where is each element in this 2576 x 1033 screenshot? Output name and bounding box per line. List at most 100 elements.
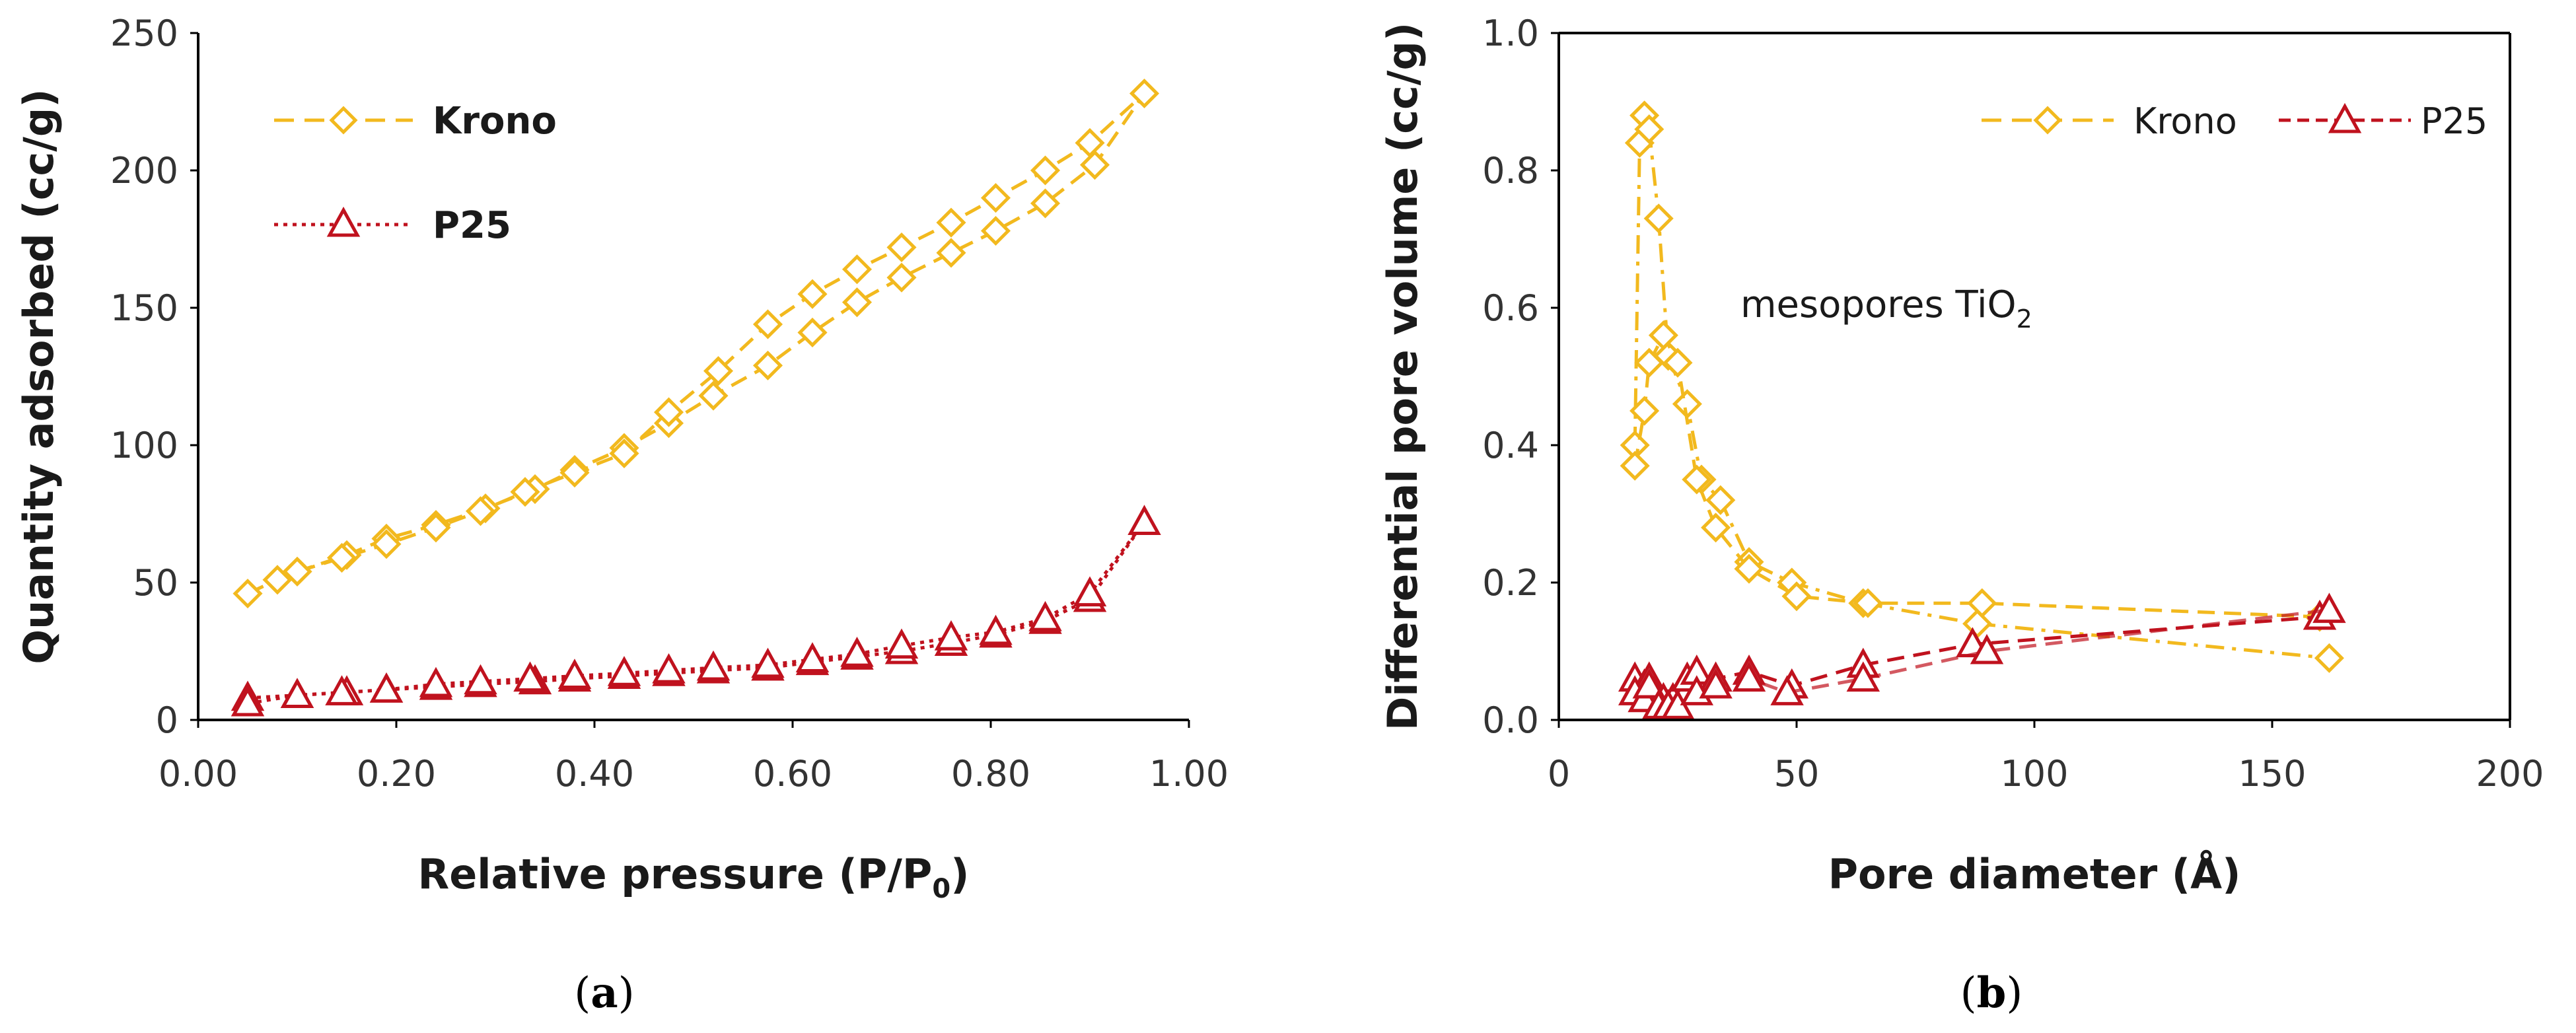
x-tick-label: 100 <box>2000 753 2068 795</box>
legend-item-p25: P25 <box>274 204 511 247</box>
data-point-diamond <box>559 458 590 488</box>
data-point-diamond <box>980 215 1011 246</box>
data-point-diamond <box>609 438 639 469</box>
data-point-diamond <box>1079 150 1110 180</box>
y-tick-label: 0 <box>156 699 178 741</box>
data-point-diamond <box>752 350 783 380</box>
data-point-diamond <box>1030 155 1061 186</box>
data-point-triangle <box>652 653 686 684</box>
legend-item-krono-b: Krono <box>1982 100 2237 142</box>
data-point-triangle <box>1770 675 1804 705</box>
data-point-diamond <box>1853 588 1883 618</box>
legend-item-p25-b: P25 <box>2279 100 2487 142</box>
data-point-triangle <box>1632 668 1666 699</box>
series-krono <box>233 78 1160 609</box>
data-point-diamond <box>465 496 496 526</box>
data-point-triangle <box>1970 633 2004 664</box>
data-point-diamond <box>1629 396 1660 426</box>
panel-a-label: (a) <box>574 968 634 1018</box>
data-point-triangle <box>369 672 404 703</box>
data-point-triangle <box>840 636 874 667</box>
x-tick-label: 150 <box>2238 753 2306 795</box>
data-point-triangle <box>280 678 314 709</box>
panel-b-x-axis-label: Pore diameter (Å) <box>1828 850 2241 898</box>
data-point-triangle <box>557 659 592 689</box>
data-point-diamond <box>1648 320 1678 351</box>
x-tick-label: 0.40 <box>555 753 634 795</box>
x-tick-label: 0.60 <box>753 753 832 795</box>
legend-krono-label: Krono <box>433 100 557 143</box>
y-tick-label: 150 <box>110 287 178 329</box>
data-point-diamond <box>1682 464 1712 495</box>
panel-b-plot-area <box>1559 33 2510 720</box>
panel-a-legend: Krono P25 <box>274 100 557 247</box>
panel-a-chart: 0.00 0.20 0.40 0.60 0.80 1.00050100150200250 … <box>15 13 1229 1018</box>
data-point-triangle <box>1028 600 1062 631</box>
data-point-diamond <box>886 232 917 263</box>
legend-p25-triangle-marker <box>326 206 361 237</box>
data-point-diamond <box>1701 513 1731 543</box>
data-point-diamond <box>371 529 402 559</box>
y-tick-label: 1.0 <box>1482 13 1539 54</box>
x-tick-label: 50 <box>1774 753 1820 795</box>
legend-krono-diamond-marker <box>329 106 358 135</box>
x-tick-label: 0.80 <box>951 753 1030 795</box>
series-p25-desorption <box>1618 592 2346 719</box>
data-point-triangle <box>1073 576 1107 607</box>
data-point-diamond <box>1967 588 1997 618</box>
data-point-triangle <box>795 642 830 672</box>
data-point-diamond <box>1781 581 1812 612</box>
x-tick-label: 200 <box>2476 753 2544 795</box>
y-tick-label: 200 <box>110 150 178 192</box>
x-tick-label: 0.20 <box>357 753 436 795</box>
data-point-triangle <box>325 675 359 705</box>
y-tick-label: 0.2 <box>1482 562 1539 604</box>
data-point-triangle <box>464 664 497 695</box>
data-point-diamond <box>886 262 917 293</box>
data-point-diamond <box>326 543 357 573</box>
legend-p25-label: P25 <box>433 204 511 247</box>
data-point-triangle <box>751 647 785 678</box>
legend-b-p25-label: P25 <box>2421 100 2487 142</box>
data-point-triangle <box>934 620 968 651</box>
data-point-diamond <box>421 513 451 543</box>
data-point-diamond <box>841 254 873 285</box>
y-tick-label: 0.8 <box>1482 150 1539 192</box>
panel-b-legend: Krono P25 <box>1982 100 2487 142</box>
data-point-triangle <box>979 614 1013 645</box>
data-point-diamond <box>797 317 828 347</box>
data-point-triangle <box>1846 661 1880 692</box>
y-tick-label: 0.0 <box>1482 699 1539 741</box>
data-point-triangle <box>1127 505 1161 535</box>
data-point-diamond <box>1030 188 1061 219</box>
data-point-diamond <box>233 579 263 609</box>
panel-b-y-axis-label: Differential pore volume (cc/g) <box>1378 22 1427 730</box>
data-point-diamond <box>1705 485 1736 515</box>
data-point-diamond <box>653 397 684 427</box>
y-tick-label: 100 <box>110 425 178 466</box>
data-point-triangle <box>1699 668 1733 699</box>
y-tick-label: 50 <box>133 562 178 604</box>
x-tick-label: 0 <box>1548 753 1570 795</box>
legend-item-krono: Krono <box>274 100 557 143</box>
data-point-diamond <box>1634 347 1664 378</box>
data-point-triangle <box>419 666 453 697</box>
data-point-diamond <box>2314 643 2344 673</box>
data-point-diamond <box>510 477 540 507</box>
data-point-triangle <box>1732 661 1766 692</box>
data-point-diamond <box>936 238 966 268</box>
y-tick-label: 0.6 <box>1482 287 1539 329</box>
data-point-diamond <box>936 207 966 238</box>
legend-b-krono-label: Krono <box>2133 100 2237 142</box>
data-point-diamond <box>980 183 1011 213</box>
legend-b-krono-diamond-marker <box>2033 106 2062 135</box>
x-tick-label: 0.00 <box>159 753 238 795</box>
data-point-diamond <box>752 309 783 339</box>
data-point-diamond <box>698 380 729 411</box>
panel-a-y-axis-label: Quantity adsorbed (cc/g) <box>15 89 63 664</box>
series-p25 <box>231 505 1161 717</box>
data-point-triangle <box>231 686 265 717</box>
data-point-diamond <box>1734 553 1764 584</box>
data-point-triangle <box>607 656 641 686</box>
